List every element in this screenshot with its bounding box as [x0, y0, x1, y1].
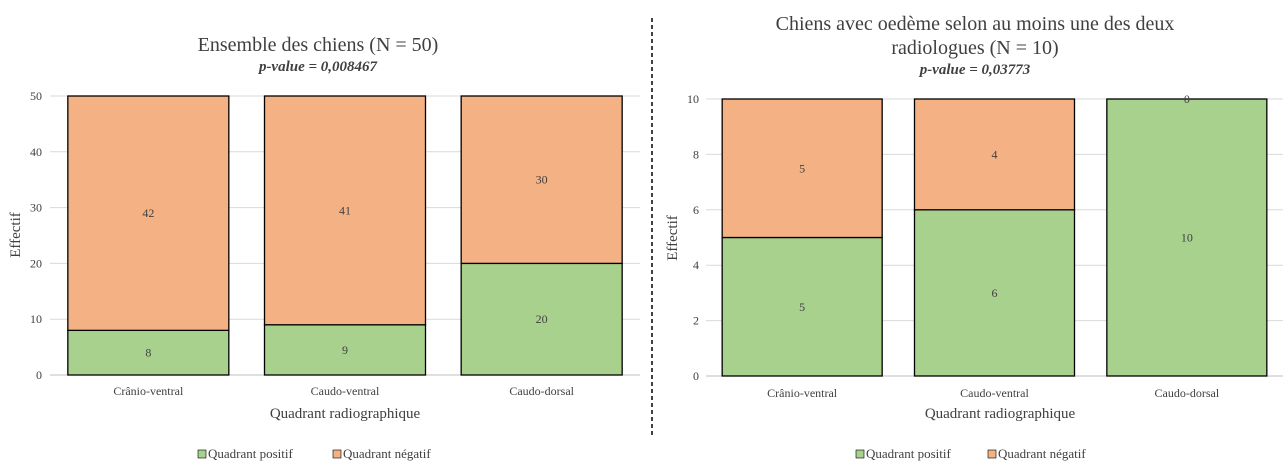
chart-2-pvalue: p-value = 0,03773	[918, 62, 1031, 78]
chart-2-title-line1: Chiens avec oedème selon au moins une de…	[776, 13, 1175, 35]
chart-2-bar-negative-label: 5	[799, 161, 805, 175]
chart-1-bar-positive	[460, 262, 623, 376]
chart-2-ytick-label: 6	[693, 203, 699, 217]
chart-2-bar-positive	[1106, 98, 1268, 377]
chart-1-legend: Quadrant positif Quadrant négatif	[197, 446, 431, 461]
chart-2-bar-negative	[721, 98, 883, 239]
chart-1-category-label: Crânio-ventral	[113, 384, 184, 398]
chart-2-ytick-label: 0	[693, 369, 699, 383]
chart-1-ytick-label: 50	[30, 89, 42, 103]
chart-1-legend-label-positive: Quadrant positif	[208, 446, 294, 461]
chart-1-bar-positive-label: 20	[536, 312, 548, 326]
chart-1-ytick-label: 30	[30, 201, 42, 215]
chart-2-title-line2: radiologues (N = 10)	[891, 37, 1058, 59]
chart-1-ytick-label: 40	[30, 145, 42, 159]
chart-1-bar-negative-label: 41	[339, 203, 351, 217]
chart-1-category-label: Caudo-dorsal	[509, 384, 574, 398]
chart-1-bar-negative-label: 42	[142, 206, 154, 220]
chart-2-category-label: Caudo-dorsal	[1155, 386, 1220, 400]
chart-1-bar-positive	[263, 324, 427, 376]
chart-2-bar-positive	[721, 236, 883, 377]
chart-1-legend-label-negative: Quadrant négatif	[343, 446, 431, 461]
chart-2-ylabel: Effectif	[665, 215, 681, 261]
chart-2-legend-label-negative: Quadrant négatif	[998, 446, 1086, 461]
chart-1-bar-positive-label: 8	[145, 346, 151, 360]
chart-1-pvalue: p-value = 0,008467	[257, 59, 378, 75]
chart-2-bar-negative-label: 4	[992, 147, 998, 161]
chart-2-legend-label-positive: Quadrant positif	[866, 446, 952, 461]
chart-2-bar-negative	[913, 98, 1076, 211]
chart-1-category-label: Caudo-ventral	[311, 384, 380, 398]
chart-2-bar-negative-label: 0	[1184, 92, 1190, 106]
chart-2-ytick-label: 8	[693, 147, 699, 161]
chart-1-ylabel: Effectif	[8, 212, 24, 258]
chart-1-ytick-label: 10	[30, 312, 42, 326]
chart-2-plot: 0 2 4 6 8 10 5 5 Crânio-ventral 6 4 Caudo-ventral 10…	[687, 92, 1283, 400]
chart-1-legend-swatch-negative	[332, 449, 342, 459]
chart-2-bar-positive-label: 6	[992, 286, 998, 300]
chart-1-bar-negative-label: 30	[536, 173, 548, 187]
chart-2-ytick-label: 2	[693, 314, 699, 328]
chart-1-title: Ensemble des chiens (N = 50)	[198, 34, 439, 56]
chart-1-bar-negative	[263, 95, 427, 326]
chart-1-ytick-label: 20	[30, 256, 42, 270]
chart-1-ytick-label: 0	[36, 368, 42, 382]
chart-1-bar-negative	[67, 95, 230, 332]
chart-2-category-label: Crânio-ventral	[767, 386, 838, 400]
chart-2-category-label: Caudo-ventral	[960, 386, 1029, 400]
chart-1-legend-swatch-positive	[197, 449, 207, 459]
chart-2-legend-swatch-positive	[855, 449, 865, 459]
chart-2-legend: Quadrant positif Quadrant négatif	[855, 446, 1086, 461]
chart-1-bar-positive-label: 9	[342, 343, 348, 357]
chart-1-plot: 0 10 20 30 40 50 8 42 Crânio-ventral 9 41 Caudo-ven…	[30, 89, 640, 398]
chart-1-xlabel: Quadrant radiographique	[270, 406, 421, 422]
chart-2-ytick-label: 4	[693, 258, 699, 272]
chart-2-bar-positive	[913, 209, 1076, 377]
chart-1-bar-positive	[67, 329, 230, 376]
chart-2-ytick-label: 10	[687, 92, 699, 106]
chart-2-bar-positive-label: 5	[799, 300, 805, 314]
chart-1-bar-negative	[460, 95, 623, 265]
chart-2-xlabel: Quadrant radiographique	[925, 406, 1076, 422]
chart-2-bar-positive-label: 10	[1181, 231, 1193, 245]
chart-2-legend-swatch-negative	[987, 449, 997, 459]
